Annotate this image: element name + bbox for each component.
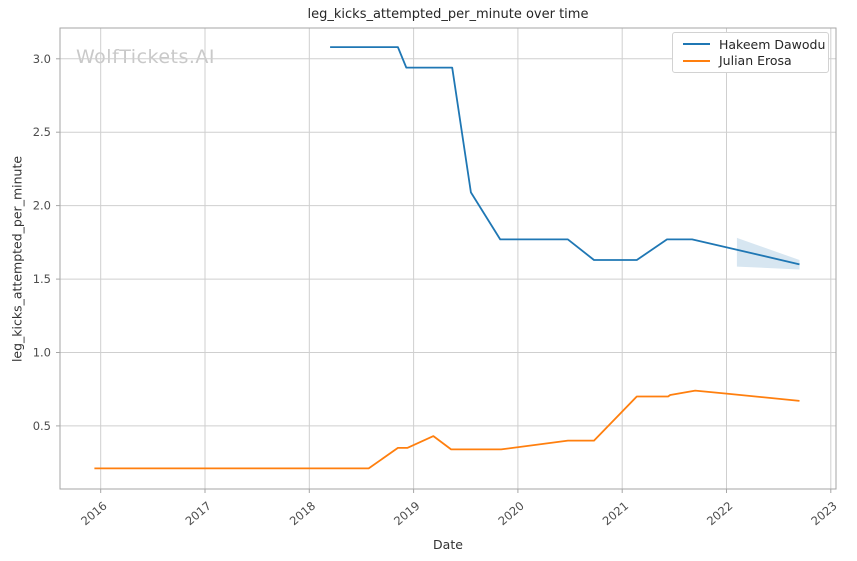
- legend-item-julian-erosa: Julian Erosa: [683, 53, 820, 69]
- watermark: WolfTickets.AI: [76, 46, 216, 68]
- x-tick-label: 2017: [182, 499, 213, 529]
- x-tick-label: 2023: [808, 499, 839, 529]
- chart-title: leg_kicks_attempted_per_minute over time: [307, 7, 589, 22]
- x-tick-label: 2022: [704, 499, 735, 529]
- confidence-band: [736, 237, 800, 270]
- y-tick-label: 1.0: [33, 346, 51, 360]
- legend-label: Julian Erosa: [719, 53, 792, 69]
- legend: Hakeem Dawodu Julian Erosa: [672, 32, 829, 73]
- y-tick-label: 2.5: [33, 125, 51, 139]
- y-tick-label: 2.0: [33, 199, 51, 213]
- x-axis-label: Date: [433, 537, 463, 552]
- series-line-julian-erosa: [94, 389, 800, 470]
- y-axis-label: leg_kicks_attempted_per_minute: [9, 155, 25, 363]
- x-tick-label: 2021: [600, 499, 631, 529]
- series-line-hakeem-dawodu: [330, 46, 800, 266]
- legend-item-hakeem-dawodu: Hakeem Dawodu: [683, 36, 825, 52]
- x-tick-label: 2018: [287, 499, 318, 529]
- x-tick-label: 2019: [391, 499, 422, 529]
- legend-line-swatch-blue: [683, 43, 710, 46]
- y-tick-label: 1.5: [33, 272, 51, 286]
- plot-border: [59, 27, 837, 490]
- y-tick-label: 3.0: [33, 52, 51, 66]
- legend-line-swatch-orange: [683, 59, 710, 62]
- x-tick-label: 2016: [78, 499, 109, 529]
- legend-label: Hakeem Dawodu: [719, 36, 826, 52]
- y-tick-label: 0.5: [33, 419, 51, 433]
- x-tick-label: 2020: [495, 499, 526, 529]
